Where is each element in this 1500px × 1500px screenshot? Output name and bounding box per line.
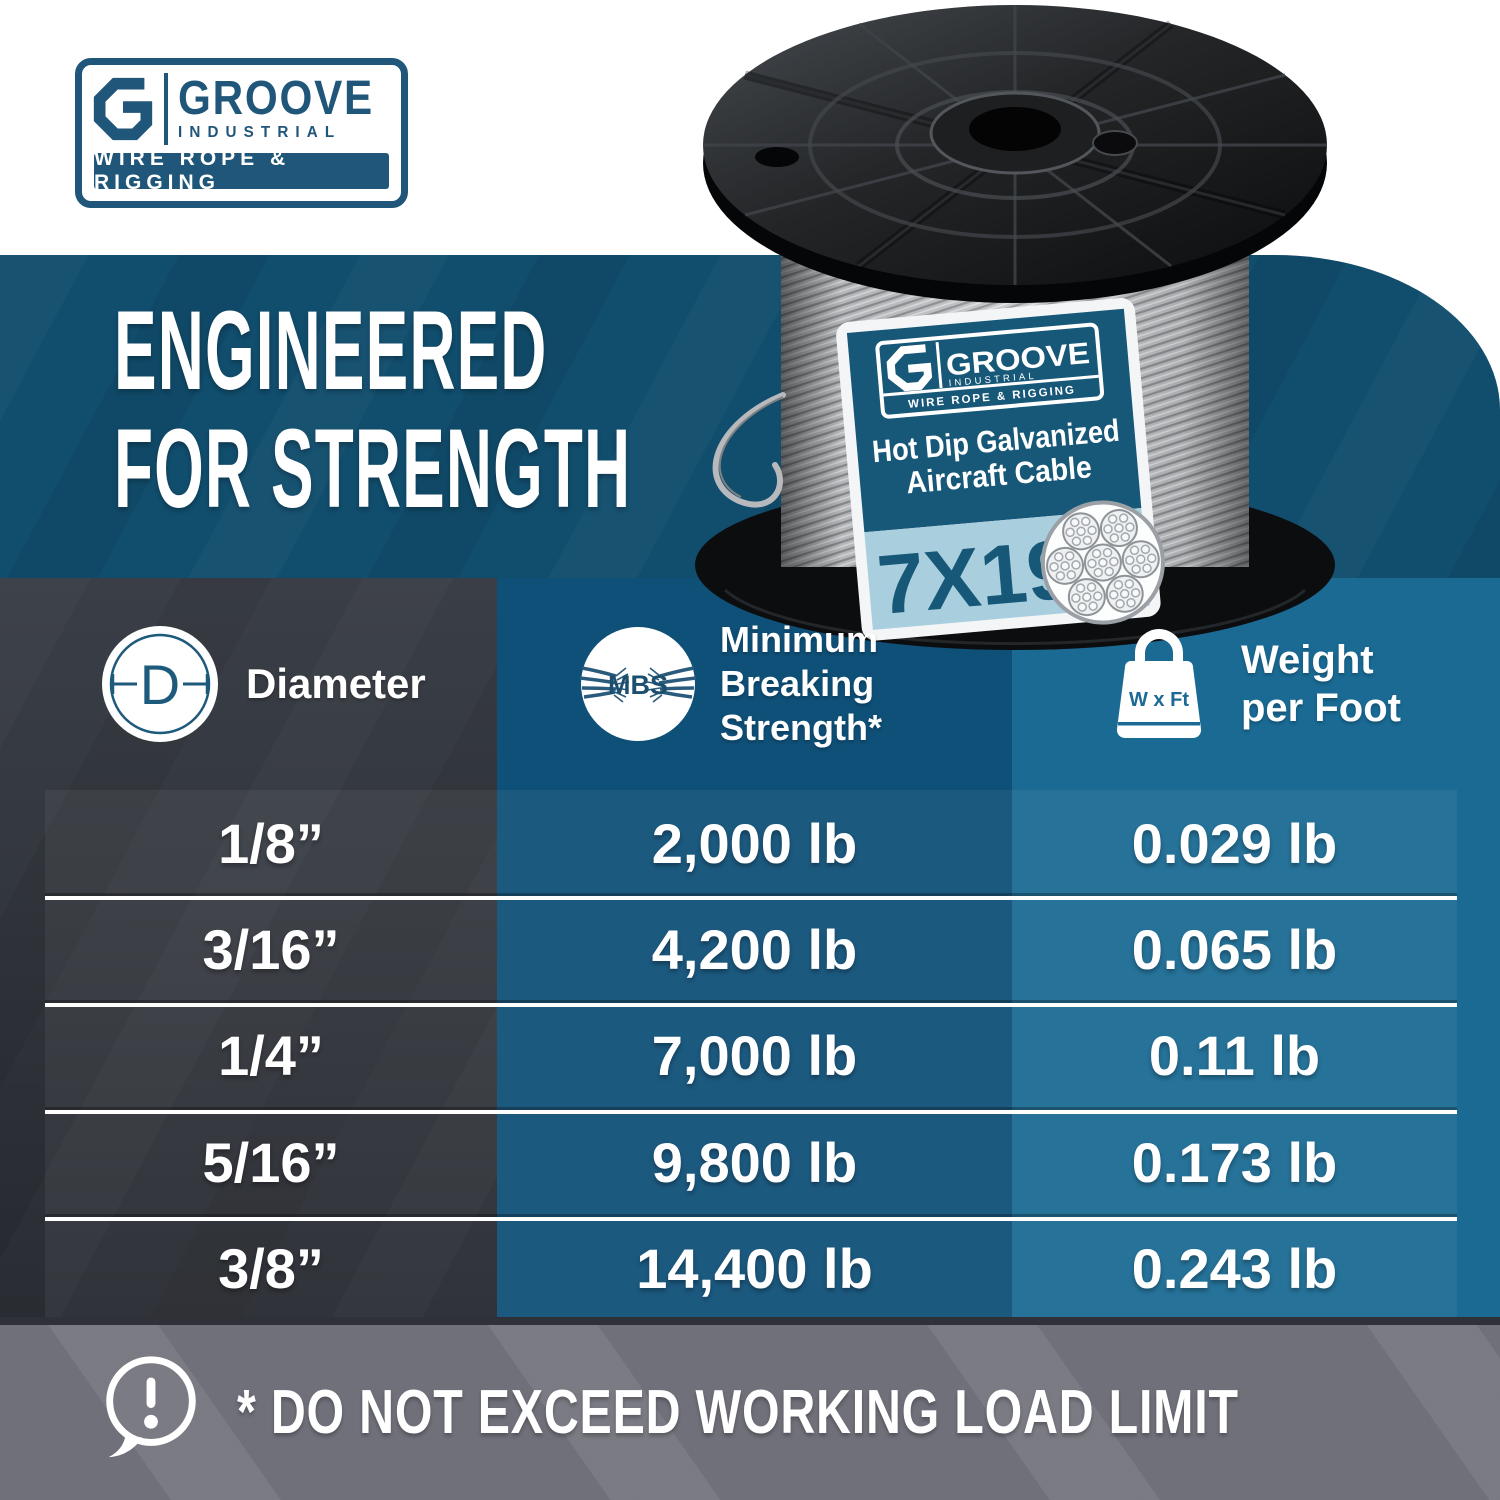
table-bottom-edge	[0, 1317, 1500, 1325]
table-column-bg-mbs	[497, 578, 1012, 1318]
brand-tagline-band: WIRE ROPE & RIGGING	[94, 147, 389, 194]
mbs-header-line1: Minimum	[720, 619, 878, 660]
brand-sub: INDUSTRIAL	[178, 124, 342, 141]
table-cell-weight: 0.173 lb	[1131, 1130, 1338, 1194]
mbs-icon: MBS	[578, 626, 698, 742]
brand-logo: GROOVE INDUSTRIAL WIRE ROPE & RIGGING	[75, 58, 408, 208]
table-cell-mbs: 2,000 lb	[651, 811, 858, 875]
weight-header-line2: per Foot	[1241, 686, 1401, 730]
brand-name: GROOVE	[178, 72, 375, 125]
row-divider	[45, 1217, 1457, 1221]
table-cell-diameter: 5/16”	[202, 1130, 340, 1194]
table-cell-mbs: 9,800 lb	[651, 1130, 858, 1194]
footer-band	[0, 1325, 1500, 1500]
table-cell-weight: 0.029 lb	[1131, 811, 1338, 875]
alert-speech-bubble-icon	[92, 1348, 210, 1466]
table-cell-diameter: 3/16”	[202, 917, 340, 981]
table-column-bg-diameter	[0, 578, 497, 1318]
headline-line1: ENGINEERED	[114, 288, 548, 413]
mbs-header-line2: Breaking	[720, 663, 875, 704]
groove-g-icon	[82, 74, 164, 144]
cable-spool-illustration: GROOVE INDUSTRIAL WIRE ROPE & RIGGING Ho…	[695, 5, 1335, 650]
headline: ENGINEERED FOR STRENGTH	[114, 292, 631, 528]
weight-icon-text: W x Ft	[1129, 689, 1189, 711]
row-divider	[45, 1110, 1457, 1114]
table-header-mbs: MBS Minimum Breaking Strength*	[578, 578, 882, 790]
spool-top-flange	[703, 5, 1327, 303]
mbs-header-line3: Strength*	[720, 707, 882, 748]
diameter-header-label: Diameter	[246, 660, 426, 707]
table-cell-weight: 0.243 lb	[1131, 1236, 1338, 1300]
table-cell-weight: 0.11 lb	[1148, 1023, 1321, 1087]
table-header-diameter: D Diameter	[100, 578, 426, 790]
brand-logo-top: GROOVE INDUSTRIAL	[82, 65, 401, 153]
headline-line2: FOR STRENGTH	[114, 406, 632, 531]
spool-product-label: GROOVE INDUSTRIAL WIRE ROPE & RIGGING Ho…	[836, 298, 1165, 641]
table-cell-mbs: 4,200 lb	[651, 917, 858, 981]
table-cell-mbs: 7,000 lb	[651, 1023, 858, 1087]
mbs-header-label: Minimum Breaking Strength*	[720, 618, 882, 750]
footer-warning: * DO NOT EXCEED WORKING LOAD LIMIT	[237, 1378, 1239, 1447]
table-cell-diameter: 1/4”	[218, 1023, 324, 1087]
mbs-icon-text: MBS	[608, 670, 668, 700]
cable-spool-photo: GROOVE INDUSTRIAL WIRE ROPE & RIGGING Ho…	[685, 5, 1360, 660]
table-cell-diameter: 1/8”	[218, 811, 324, 875]
table-header-weight: W x Ft Weight per Foot	[1103, 578, 1401, 790]
table-cell-diameter: 3/8”	[218, 1236, 324, 1300]
weight-icon: W x Ft	[1103, 625, 1215, 743]
weight-header-label: Weight per Foot	[1241, 636, 1401, 732]
row-divider	[45, 1003, 1457, 1007]
table-rows-panel	[45, 790, 1457, 1317]
row-divider	[45, 896, 1457, 900]
brand-tagline: WIRE ROPE & RIGGING	[94, 147, 291, 194]
diameter-icon-letter: D	[140, 653, 180, 716]
logo-divider	[164, 73, 169, 145]
weight-header-line1: Weight	[1241, 638, 1374, 682]
table-cell-mbs: 14,400 lb	[636, 1236, 873, 1300]
diameter-icon: D	[100, 624, 220, 744]
cable-cross-section-icon	[1040, 500, 1165, 625]
table-cell-weight: 0.065 lb	[1131, 917, 1338, 981]
table-column-bg-weight	[1012, 578, 1500, 1318]
groove-g-icon	[886, 344, 933, 392]
